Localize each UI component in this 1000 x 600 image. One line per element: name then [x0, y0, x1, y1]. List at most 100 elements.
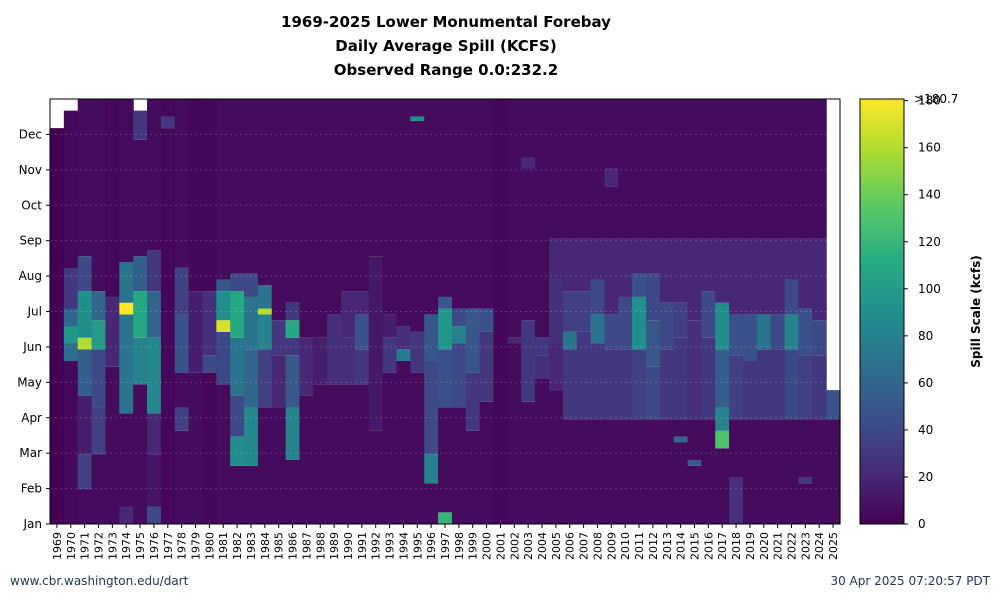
cell-2011-2: [632, 296, 647, 350]
cell-2015-0: [687, 465, 702, 524]
x-tick-label-2016: 2016: [702, 532, 715, 560]
x-tick-label-2006: 2006: [564, 532, 577, 560]
cell-1999-2: [465, 308, 481, 373]
cell-2009-3: [604, 238, 619, 315]
colorbar-tick-label-140: 140: [918, 188, 941, 202]
cell-1978-3: [174, 314, 190, 373]
cell-2018-2: [729, 355, 744, 420]
x-tick-label-2015: 2015: [689, 532, 702, 560]
y-tick-label-Jan: Jan: [23, 517, 43, 531]
colorbar-tick-label-160: 160: [918, 141, 941, 155]
column-2019: [742, 99, 758, 524]
cell-1985-0: [271, 407, 287, 524]
cell-1985-3: [271, 99, 287, 321]
x-tick-label-1987: 1987: [300, 532, 313, 560]
cell-1999-1: [465, 372, 481, 431]
chart-title-line-3: Observed Range 0.0:232.2: [333, 61, 559, 79]
cell-2020-4: [756, 99, 772, 239]
x-tick-label-1982: 1982: [231, 532, 244, 560]
cell-1996-1: [424, 454, 439, 484]
cell-2014-3: [673, 337, 689, 420]
cell-1991-4: [354, 99, 370, 292]
cell-1991-1: [354, 349, 370, 385]
column-1979: [188, 99, 204, 524]
cell-2022-3: [784, 279, 800, 315]
cell-1982-3: [230, 337, 245, 396]
cell-2010-4: [618, 99, 633, 239]
cell-2009-1: [604, 349, 619, 420]
cell-2022-0: [784, 419, 800, 524]
cell-1993-3: [382, 99, 398, 315]
cell-2012-4: [645, 238, 661, 274]
cell-1972-3: [91, 320, 107, 350]
cell-1998-4: [451, 99, 467, 309]
x-tick-label-1985: 1985: [273, 532, 286, 560]
cell-1993-1: [382, 337, 398, 373]
cell-2016-4: [701, 99, 716, 239]
cell-2011-4: [632, 238, 647, 274]
x-tick-label-2010: 2010: [619, 532, 632, 560]
column-2011: [632, 99, 647, 524]
cell-1973-1: [105, 296, 120, 367]
cell-1986-1: [285, 407, 301, 460]
cell-1995-3: [410, 116, 425, 122]
cell-2007-3: [576, 238, 592, 292]
cell-1971-6: [77, 256, 93, 292]
column-1978: [174, 99, 190, 524]
cell-1972-5: [91, 99, 107, 292]
x-tick-label-1975: 1975: [134, 532, 147, 560]
column-2016: [701, 99, 716, 524]
x-tick-label-1976: 1976: [148, 532, 161, 560]
x-tick-label-2012: 2012: [647, 532, 660, 560]
cell-1974-4: [119, 262, 134, 303]
cell-1987-0: [299, 395, 314, 524]
cell-2017-3: [715, 349, 730, 408]
column-1988: [313, 99, 328, 524]
x-tick-label-1993: 1993: [384, 532, 397, 560]
cell-1996-4: [424, 99, 439, 315]
cell-2016-0: [701, 419, 716, 524]
grid-lines: [50, 133, 840, 525]
x-tick-label-2008: 2008: [592, 532, 605, 560]
cell-1976-1: [147, 454, 162, 507]
x-tick-label-2011: 2011: [633, 532, 646, 560]
cell-1982-4: [230, 291, 245, 338]
cell-2004-1: [535, 355, 550, 379]
x-tick-label-2022: 2022: [786, 532, 799, 560]
cell-2012-5: [645, 99, 661, 239]
cell-1983-3: [244, 296, 259, 350]
colorbar-tick-label-40: 40: [918, 423, 933, 437]
column-2013: [659, 99, 675, 524]
cell-2018-3: [729, 314, 744, 356]
cell-2023-5: [798, 238, 813, 309]
column-1977: [160, 99, 176, 525]
cell-1990-0: [341, 384, 356, 524]
cell-1976-5: [147, 250, 162, 292]
column-1984: [257, 99, 273, 524]
cell-1979-2: [188, 99, 204, 292]
cell-2003-1: [521, 320, 536, 402]
cell-1996-2: [424, 360, 439, 455]
x-tick-label-1979: 1979: [190, 532, 203, 560]
x-tick-label-1984: 1984: [259, 532, 272, 560]
cell-1971-3: [77, 349, 93, 396]
y-tick-label-Aug: Aug: [19, 269, 42, 283]
cell-2017-1: [715, 430, 730, 449]
cell-2023-2: [798, 419, 813, 478]
cell-1998-0: [451, 407, 467, 524]
x-tick-label-2025: 2025: [827, 532, 840, 560]
cell-1972-0: [91, 454, 107, 524]
cell-1973-0: [105, 366, 120, 524]
column-1973: [105, 99, 120, 524]
cell-2022-4: [784, 238, 800, 280]
cell-2011-5: [632, 99, 647, 239]
column-1974: [119, 99, 134, 524]
cell-1997-3: [438, 308, 453, 350]
colorbar-tick-label-0: 0: [918, 517, 926, 531]
footer-source-link[interactable]: www.cbr.washington.edu/dart: [10, 574, 189, 588]
cell-1995-0: [410, 372, 425, 524]
cell-2003-2: [521, 99, 536, 321]
y-tick-label-Mar: Mar: [19, 446, 42, 460]
cell-1976-3: [147, 337, 162, 414]
cell-2000-3: [479, 99, 495, 309]
